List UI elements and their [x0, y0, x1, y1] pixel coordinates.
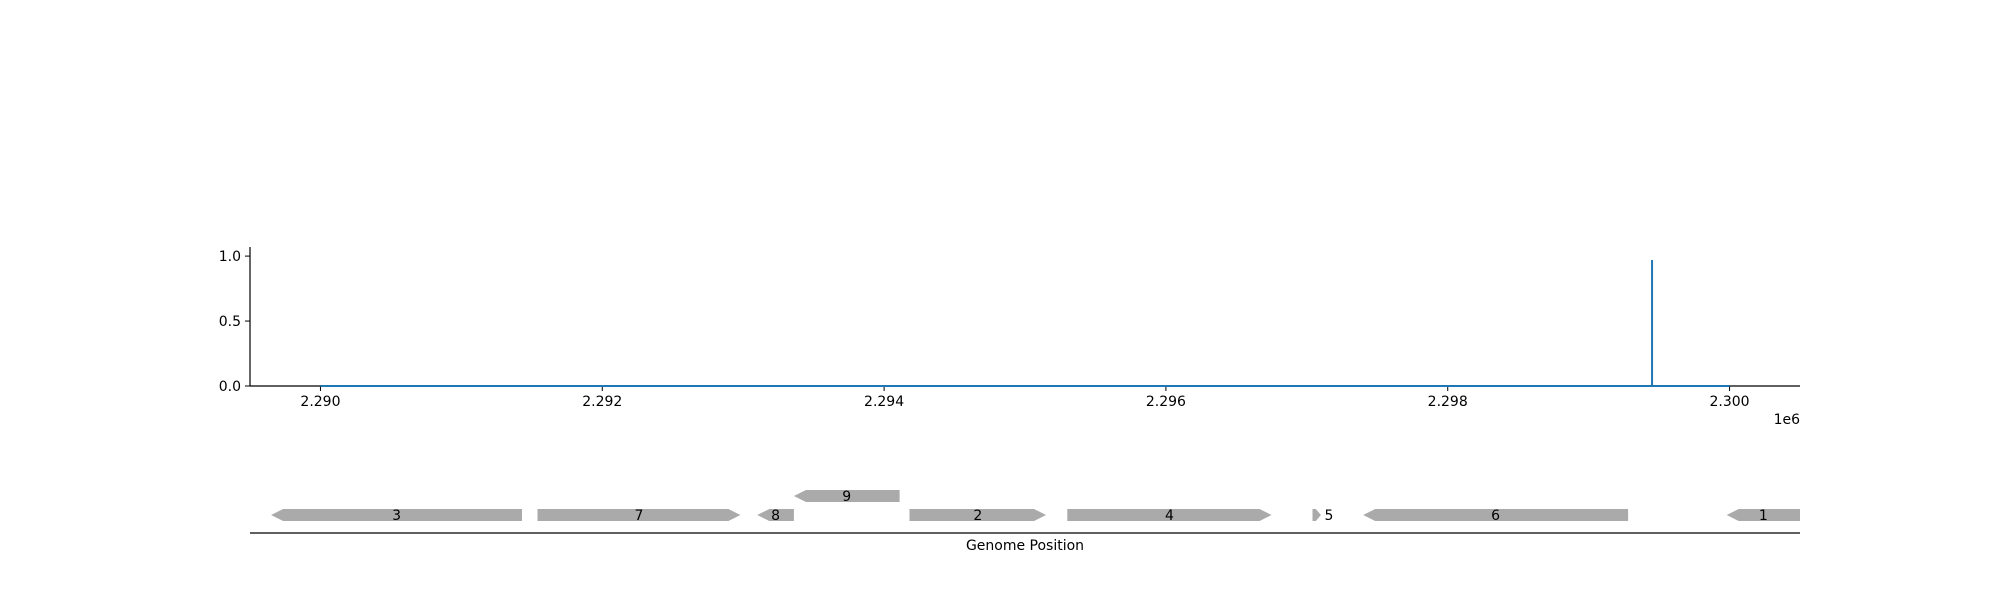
x-tick-label: 2.298	[1428, 394, 1468, 410]
gene-arrow	[1312, 509, 1321, 521]
gene-6: 6	[1363, 508, 1629, 524]
gene-arrow	[537, 509, 741, 521]
gene-4: 4	[1067, 508, 1272, 524]
x-tick-label: 2.290	[300, 394, 340, 410]
gene-8: 8	[757, 508, 794, 524]
x-tick-label: 2.292	[582, 394, 622, 410]
gene-2: 2	[909, 508, 1047, 524]
x-axis-label: Genome Position	[966, 538, 1084, 554]
x-offset-label: 1e6	[1774, 412, 1801, 428]
gene-9: 9	[793, 489, 900, 505]
gene-5: 5	[1312, 508, 1333, 524]
y-ticks: 0.0 0.5 1.0	[219, 249, 250, 395]
gene-label: 8	[771, 508, 780, 524]
series	[320, 259, 1730, 387]
gene-arrow	[1067, 509, 1272, 521]
gene-label: 6	[1491, 508, 1500, 524]
gene-7: 7	[537, 508, 741, 524]
gene-arrow	[1726, 509, 1800, 521]
gene-label: 2	[973, 508, 982, 524]
x-tick-label: 2.300	[1709, 394, 1749, 410]
coverage-series-line	[320, 259, 1730, 387]
gene-label: 9	[842, 489, 851, 505]
gene-arrow	[1363, 509, 1629, 521]
gene-panel: 3 7 8 9 2 4 5 6 1 Genome Position	[250, 489, 1800, 554]
gene-1: 1	[1726, 508, 1800, 524]
gene-3: 3	[271, 508, 522, 524]
x-tick-label: 2.296	[1146, 394, 1186, 410]
y-tick-label: 0.5	[219, 314, 241, 330]
gene-label: 1	[1759, 508, 1768, 524]
y-tick-label: 1.0	[219, 249, 241, 265]
x-ticks: 2.290 2.292 2.294 2.296 2.298 2.300	[300, 386, 1750, 410]
gene-label: 5	[1324, 508, 1333, 524]
gene-arrow	[793, 490, 900, 502]
genes: 3 7 8 9 2 4 5 6 1	[271, 489, 1800, 524]
gene-arrow	[757, 509, 794, 521]
gene-arrow	[271, 509, 522, 521]
gene-label: 7	[634, 508, 643, 524]
gene-label: 4	[1165, 508, 1174, 524]
coverage-panel: 0.0 0.5 1.0 2.290 2.292 2.294 2.296 2.298 2.300…	[219, 247, 1800, 428]
y-tick-label: 0.0	[219, 379, 241, 395]
x-tick-label: 2.294	[864, 394, 904, 410]
gene-label: 3	[392, 508, 401, 524]
gene-arrow	[909, 509, 1047, 521]
